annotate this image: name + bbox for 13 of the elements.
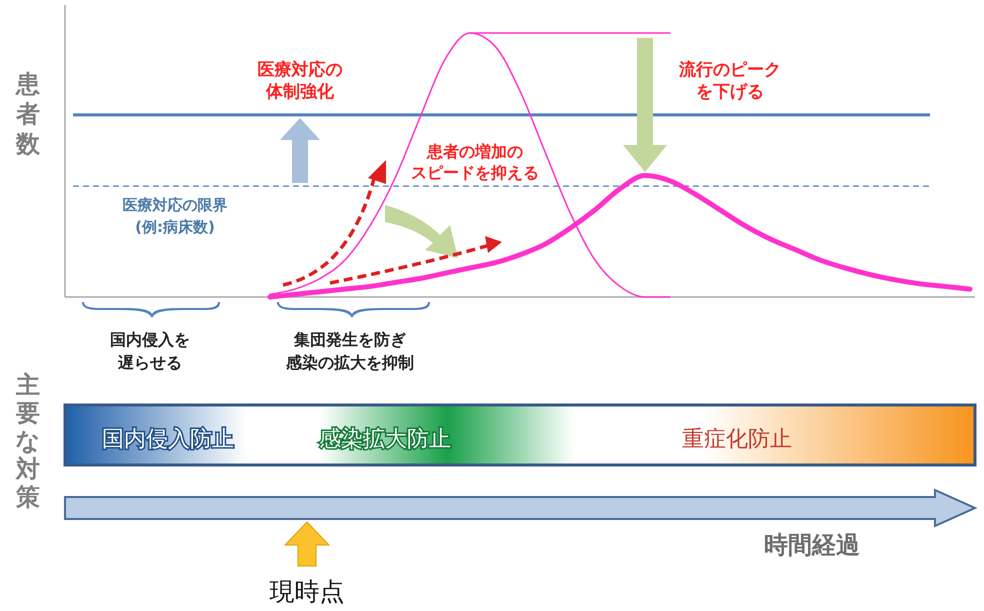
text: 時間経過 [764, 531, 860, 559]
annotation: 流行のピークを下げる [678, 60, 781, 102]
annotation: 患者の増加のスピードを抑える [411, 142, 539, 182]
text: 主要な対策 [15, 371, 40, 511]
text: 集団発生を防ぎ感染の拡大を抑制 [285, 330, 414, 372]
text: 国内侵入防止 [102, 427, 234, 452]
annotation: 医療対応の体制強化 [258, 60, 342, 102]
text: 重症化防止 [682, 427, 792, 452]
text: 現時点 [270, 577, 344, 606]
y-axis-title: 患者数 [15, 70, 41, 158]
text: 感染拡大防止 [319, 427, 451, 452]
text: 国内侵入を遅らせる [110, 330, 190, 372]
ref-line-label: 医療対応の限界(例:病床数) [122, 196, 228, 236]
